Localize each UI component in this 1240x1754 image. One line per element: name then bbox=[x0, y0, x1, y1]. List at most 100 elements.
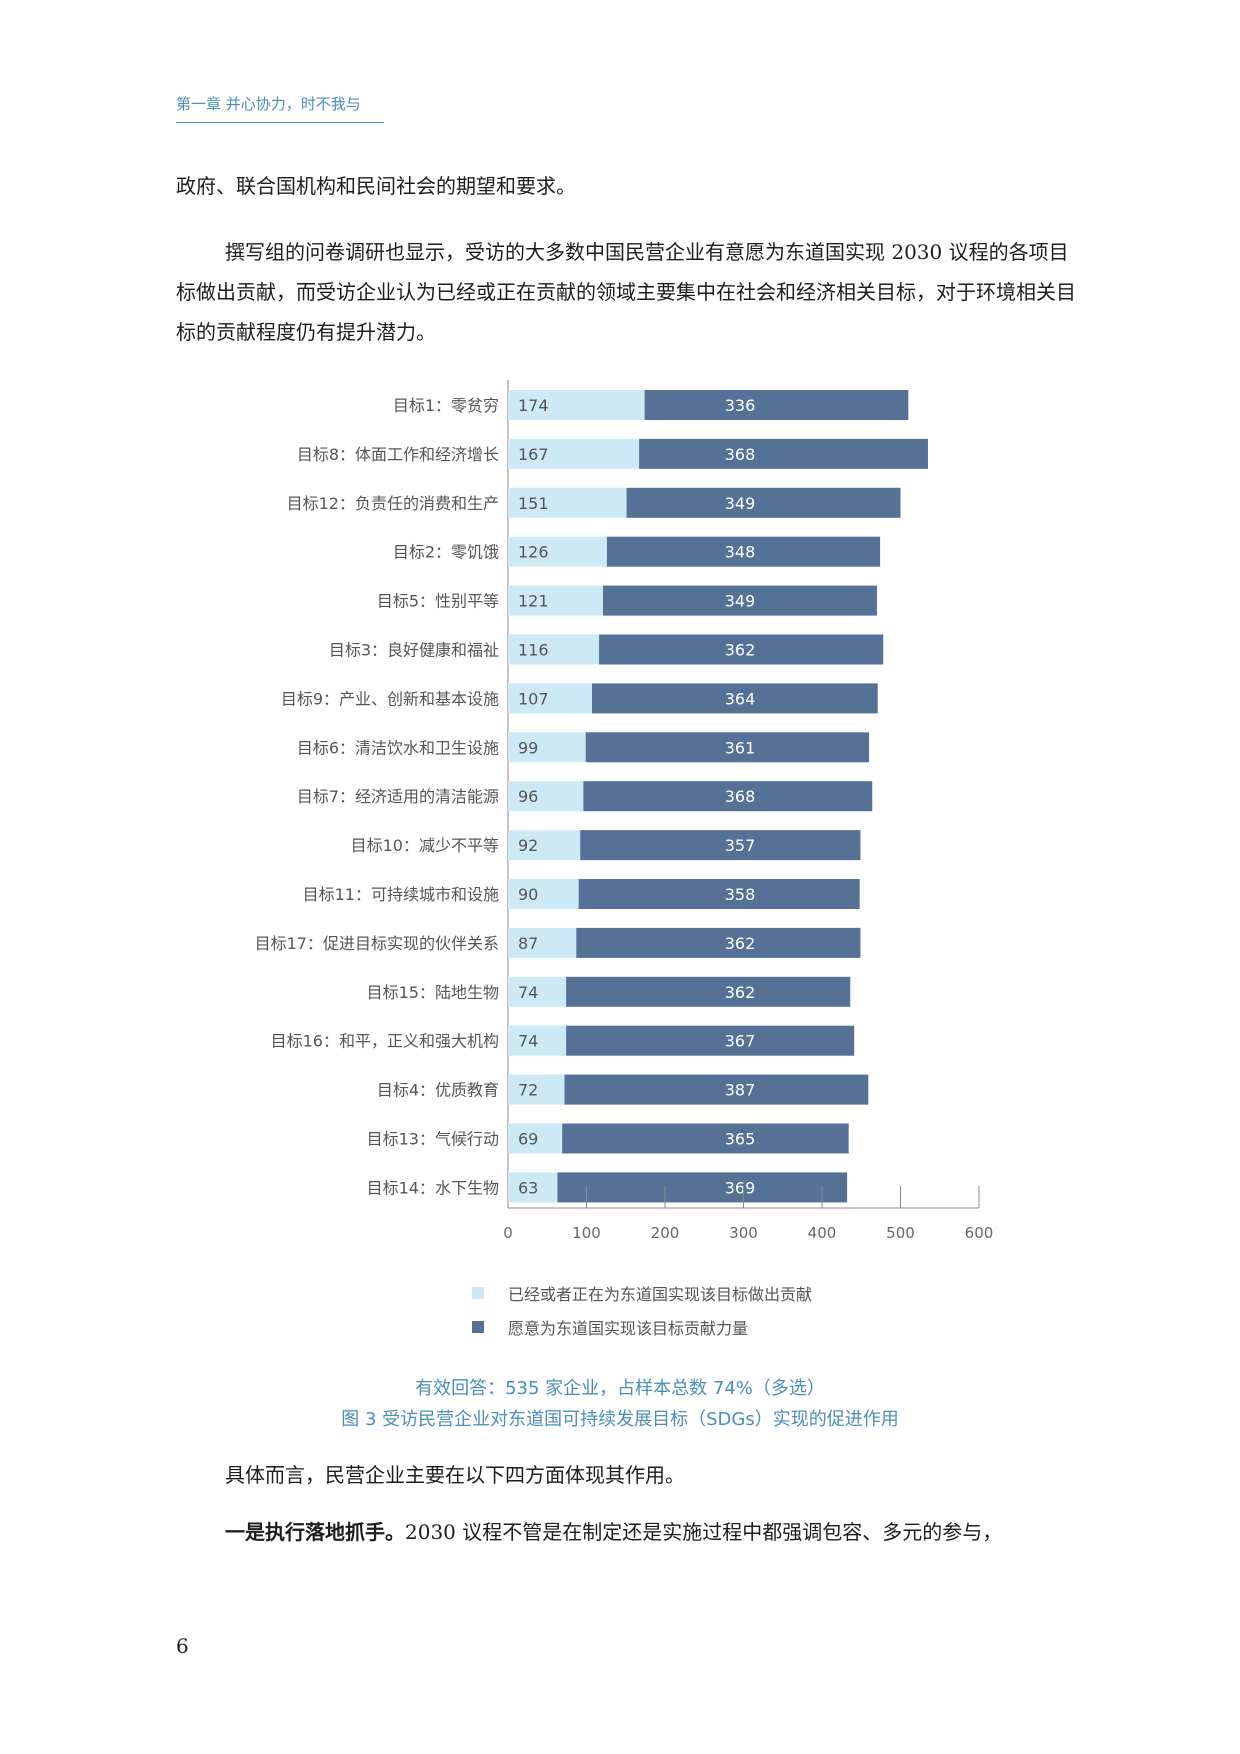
bar-willing bbox=[639, 438, 928, 469]
data-label-willing: 362 bbox=[725, 983, 756, 1002]
bar-willing bbox=[599, 634, 884, 665]
x-tick-label: 600 bbox=[965, 1224, 994, 1242]
paragraph-4-lead: 一是执行落地抓手。 bbox=[225, 1520, 405, 1544]
page-number: 6 bbox=[176, 1634, 189, 1658]
data-label-willing: 368 bbox=[725, 787, 756, 806]
data-label-contributed: 174 bbox=[518, 396, 549, 415]
data-label-contributed: 87 bbox=[518, 934, 538, 953]
data-label-willing: 361 bbox=[725, 738, 756, 757]
data-label-willing: 368 bbox=[725, 445, 756, 464]
bar-willing bbox=[562, 1123, 849, 1154]
data-label-contributed: 116 bbox=[518, 641, 549, 660]
legend-swatch-dark bbox=[472, 1321, 484, 1333]
bar-contributed bbox=[508, 1074, 565, 1105]
category-label: 目标8：体面工作和经济增长 bbox=[297, 445, 499, 464]
data-label-contributed: 96 bbox=[518, 787, 538, 806]
category-label: 目标17：促进目标实现的伙伴关系 bbox=[255, 934, 499, 953]
category-label: 目标6：清洁饮水和卫生设施 bbox=[297, 738, 499, 757]
bar-contributed bbox=[508, 879, 579, 909]
bar-contributed bbox=[508, 927, 577, 958]
bar-contributed bbox=[508, 487, 627, 518]
data-label-willing: 364 bbox=[725, 689, 756, 708]
data-label-contributed: 72 bbox=[518, 1081, 538, 1100]
data-label-contributed: 69 bbox=[518, 1130, 538, 1149]
bar-contributed bbox=[508, 1172, 558, 1203]
bar-contributed bbox=[508, 634, 600, 665]
data-label-willing: 387 bbox=[725, 1081, 756, 1100]
bar-contributed bbox=[508, 830, 581, 861]
bar-willing bbox=[606, 536, 881, 567]
bar-willing bbox=[602, 585, 877, 616]
category-label: 目标7：经济适用的清洁能源 bbox=[297, 787, 499, 806]
category-label: 目标9：产业、创新和基本设施 bbox=[281, 689, 499, 708]
paragraph-4-body: 2030 议程不管是在制定还是实施过程中都强调包容、多元的参与， bbox=[405, 1520, 1003, 1544]
legend-item-willing: 愿意为东道国实现该目标贡献力量 bbox=[472, 1315, 748, 1339]
legend-item-contributed: 已经或者正在为东道国实现该目标做出贡献 bbox=[472, 1281, 812, 1305]
data-label-contributed: 121 bbox=[518, 592, 549, 611]
x-tick-label: 500 bbox=[886, 1224, 915, 1242]
chart-note: 有效回答：535 家企业，占样本总数 74%（多选） bbox=[415, 1378, 825, 1399]
bar-contributed bbox=[508, 536, 607, 567]
category-label: 目标12：负责任的消费和生产 bbox=[287, 494, 499, 513]
bar-contributed bbox=[508, 683, 592, 714]
data-label-willing: 362 bbox=[725, 641, 756, 660]
x-tick-label: 300 bbox=[729, 1224, 758, 1242]
bar-contributed bbox=[508, 585, 603, 616]
category-label: 目标13：气候行动 bbox=[367, 1130, 499, 1149]
data-label-contributed: 126 bbox=[518, 543, 549, 562]
category-label: 目标2：零饥饿 bbox=[393, 543, 499, 562]
data-label-willing: 369 bbox=[725, 1178, 756, 1197]
bar-willing bbox=[566, 1025, 855, 1056]
sdg-contribution-chart: 174 336 目标1：零贫穷 167 368 目标8：体面工作和经济增长 151 349 目标… bbox=[255, 380, 994, 1242]
data-label-contributed: 167 bbox=[518, 445, 549, 464]
bar-contributed bbox=[508, 732, 586, 763]
paragraph-2: 撰写组的问卷调研也显示，受访的大多数中国民营企业有意愿为东道国实现 2030 议… bbox=[176, 240, 1076, 344]
chapter-header: 第一章 并心协力，时不我与 bbox=[176, 95, 361, 113]
legend-swatch-light bbox=[472, 1287, 484, 1299]
bar-willing bbox=[585, 732, 870, 763]
bar-contributed bbox=[508, 781, 584, 812]
figure-caption: 图 3 受访民营企业对东道国可持续发展目标（SDGs）实现的促进作用 bbox=[341, 1409, 899, 1430]
x-tick-label: 200 bbox=[651, 1224, 680, 1242]
bar-contributed bbox=[508, 1123, 563, 1154]
bar-willing bbox=[566, 976, 851, 1007]
data-label-willing: 358 bbox=[725, 885, 756, 904]
category-label: 目标15：陆地生物 bbox=[367, 983, 499, 1002]
x-tick-label: 100 bbox=[572, 1224, 601, 1242]
data-label-willing: 348 bbox=[725, 543, 756, 562]
data-label-contributed: 90 bbox=[518, 885, 538, 904]
data-label-willing: 336 bbox=[725, 396, 756, 415]
bar-willing bbox=[564, 1074, 869, 1105]
legend-label-willing: 愿意为东道国实现该目标贡献力量 bbox=[508, 1319, 749, 1338]
x-tick-label: 400 bbox=[808, 1224, 837, 1242]
bar-willing bbox=[591, 683, 878, 714]
data-label-willing: 349 bbox=[725, 494, 756, 513]
data-label-contributed: 151 bbox=[518, 494, 549, 513]
x-tick-label: 0 bbox=[503, 1224, 513, 1242]
category-label: 目标4：优质教育 bbox=[377, 1081, 499, 1100]
bar-contributed bbox=[508, 976, 567, 1007]
data-label-contributed: 63 bbox=[518, 1178, 538, 1197]
bar-willing bbox=[578, 879, 860, 909]
bar-willing bbox=[583, 781, 873, 812]
header-divider bbox=[176, 122, 384, 123]
data-label-contributed: 107 bbox=[518, 689, 549, 708]
data-label-willing: 362 bbox=[725, 934, 756, 953]
data-label-willing: 349 bbox=[725, 592, 756, 611]
category-label: 目标1：零贫穷 bbox=[393, 396, 499, 415]
legend-label-contributed: 已经或者正在为东道国实现该目标做出贡献 bbox=[508, 1285, 813, 1304]
data-label-willing: 365 bbox=[725, 1130, 756, 1149]
bar-contributed bbox=[508, 438, 640, 469]
bar-contributed bbox=[508, 390, 645, 420]
category-label: 目标16：和平，正义和强大机构 bbox=[271, 1032, 499, 1051]
category-label: 目标3：良好健康和福祉 bbox=[329, 641, 499, 660]
data-label-contributed: 74 bbox=[518, 1032, 538, 1051]
data-label-willing: 357 bbox=[725, 836, 756, 855]
bar-willing bbox=[626, 487, 901, 518]
data-label-willing: 367 bbox=[725, 1032, 756, 1051]
bar-contributed bbox=[508, 1025, 567, 1056]
data-label-contributed: 99 bbox=[518, 738, 538, 757]
data-label-contributed: 92 bbox=[518, 836, 538, 855]
paragraph-3: 具体而言，民营企业主要在以下四方面体现其作用。 bbox=[225, 1463, 685, 1487]
category-label: 目标11：可持续城市和设施 bbox=[303, 885, 499, 904]
